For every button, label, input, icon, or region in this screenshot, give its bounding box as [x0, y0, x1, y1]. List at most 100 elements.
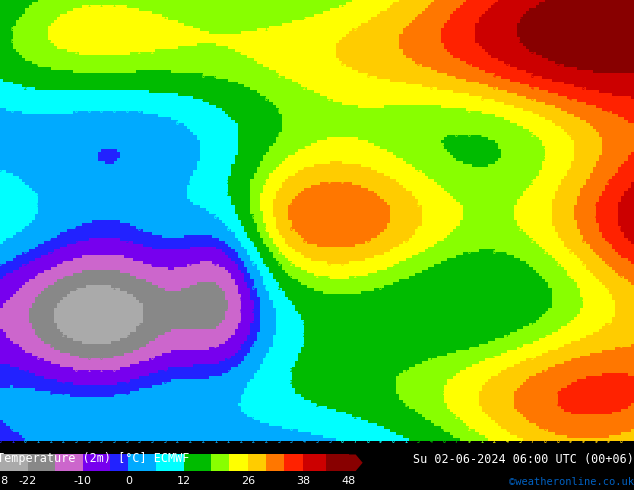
- Text: 5: 5: [240, 203, 242, 208]
- Text: 4: 4: [62, 321, 65, 326]
- Text: 3: 3: [278, 50, 280, 55]
- Text: 6: 6: [607, 227, 610, 232]
- Text: 9: 9: [100, 98, 103, 102]
- Text: 4: 4: [519, 297, 521, 302]
- Text: 6: 6: [189, 180, 191, 185]
- Bar: [156, 455, 183, 471]
- Text: 5: 5: [392, 297, 394, 302]
- Text: 2: 2: [100, 286, 103, 291]
- Text: 2: 2: [49, 274, 52, 279]
- Text: 1: 1: [62, 156, 65, 161]
- Text: 3: 3: [151, 215, 153, 220]
- Text: 5: 5: [519, 309, 521, 314]
- Text: 0: 0: [303, 192, 306, 196]
- Text: 9: 9: [214, 192, 217, 196]
- Text: 6: 6: [379, 250, 382, 255]
- Text: 8: 8: [430, 133, 432, 138]
- Text: 2: 2: [176, 227, 179, 232]
- Text: 4: 4: [328, 321, 331, 326]
- Text: 1: 1: [265, 27, 268, 32]
- Text: 9: 9: [379, 439, 382, 443]
- Text: 5: 5: [341, 27, 344, 32]
- Text: 6: 6: [113, 321, 115, 326]
- Text: 0: 0: [595, 168, 597, 173]
- Text: 6: 6: [227, 227, 230, 232]
- Text: 2: 2: [189, 27, 191, 32]
- Text: 2: 2: [620, 262, 623, 267]
- Text: 3: 3: [214, 392, 217, 396]
- Text: 3: 3: [62, 86, 65, 91]
- Text: 1: 1: [404, 109, 407, 114]
- Text: 4: 4: [164, 203, 166, 208]
- Text: 6: 6: [379, 392, 382, 396]
- Text: 8: 8: [582, 133, 585, 138]
- Text: 1: 1: [582, 215, 585, 220]
- Text: 3: 3: [595, 109, 597, 114]
- Text: 1: 1: [341, 121, 344, 126]
- Text: 0: 0: [87, 98, 90, 102]
- Text: 7: 7: [392, 74, 394, 79]
- Text: 4: 4: [379, 321, 382, 326]
- Text: 8: 8: [214, 74, 217, 79]
- Text: 4: 4: [417, 192, 420, 196]
- Text: 0: 0: [290, 344, 293, 349]
- Text: 3: 3: [75, 427, 77, 432]
- Text: 8: 8: [62, 344, 65, 349]
- Text: 4: 4: [328, 380, 331, 385]
- Text: 5: 5: [0, 15, 1, 20]
- Text: 0: 0: [87, 168, 90, 173]
- Text: 2: 2: [595, 74, 597, 79]
- Text: 2: 2: [582, 109, 585, 114]
- Text: 48: 48: [342, 476, 356, 486]
- Text: 6: 6: [138, 250, 141, 255]
- Text: 9: 9: [278, 145, 280, 149]
- Text: 1: 1: [87, 227, 90, 232]
- Text: 1: 1: [49, 321, 52, 326]
- Text: 7: 7: [87, 321, 90, 326]
- Text: 8: 8: [569, 121, 572, 126]
- Text: 6: 6: [202, 356, 204, 361]
- Text: 5: 5: [392, 250, 394, 255]
- Text: 3: 3: [240, 156, 242, 161]
- Text: 5: 5: [113, 356, 115, 361]
- Text: 8: 8: [481, 344, 483, 349]
- Text: 9: 9: [316, 180, 318, 185]
- Text: 1: 1: [240, 27, 242, 32]
- Text: 9: 9: [595, 86, 597, 91]
- Text: 1: 1: [11, 415, 14, 420]
- Text: 5: 5: [227, 309, 230, 314]
- Text: 6: 6: [37, 368, 39, 373]
- Text: 5: 5: [506, 74, 508, 79]
- Text: 7: 7: [202, 180, 204, 185]
- Text: 3: 3: [316, 380, 318, 385]
- Text: 4: 4: [24, 368, 27, 373]
- Text: 1: 1: [75, 286, 77, 291]
- Text: 3: 3: [62, 39, 65, 44]
- Text: 1: 1: [443, 380, 445, 385]
- Text: 7: 7: [316, 427, 318, 432]
- Text: 6: 6: [252, 415, 255, 420]
- Text: 3: 3: [531, 15, 534, 20]
- Text: 7: 7: [607, 333, 610, 338]
- Text: 0: 0: [392, 439, 394, 443]
- Text: 7: 7: [468, 145, 470, 149]
- Text: 1: 1: [595, 180, 597, 185]
- Text: 3: 3: [100, 415, 103, 420]
- Text: 7: 7: [493, 392, 496, 396]
- Text: 3: 3: [75, 239, 77, 244]
- Text: 4: 4: [164, 368, 166, 373]
- Text: 2: 2: [354, 3, 356, 8]
- Text: 9: 9: [493, 50, 496, 55]
- Text: 3: 3: [519, 39, 521, 44]
- Text: 1: 1: [100, 203, 103, 208]
- Text: 9: 9: [468, 121, 470, 126]
- Text: 1: 1: [341, 239, 344, 244]
- Text: 0: 0: [468, 356, 470, 361]
- Text: 4: 4: [62, 356, 65, 361]
- Text: 5: 5: [519, 439, 521, 443]
- Text: 9: 9: [493, 180, 496, 185]
- Text: 5: 5: [557, 133, 559, 138]
- Text: 7: 7: [252, 227, 255, 232]
- Text: 5: 5: [468, 392, 470, 396]
- Text: 6: 6: [328, 262, 331, 267]
